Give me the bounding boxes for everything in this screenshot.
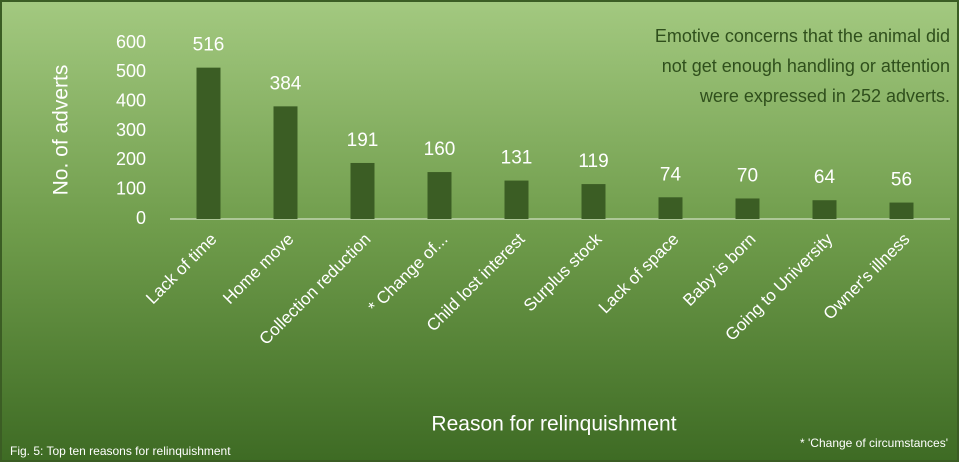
value-label: 160 xyxy=(424,139,456,160)
value-label: 64 xyxy=(814,167,836,188)
annotation: not get enough handling or attention xyxy=(662,56,950,76)
bar xyxy=(889,202,914,219)
bar xyxy=(658,197,683,219)
y-tick-label: 300 xyxy=(116,120,146,140)
bar xyxy=(735,198,760,219)
y-tick-label: 600 xyxy=(116,32,146,52)
bar xyxy=(350,162,375,219)
y-axis-label: No. of adverts xyxy=(50,65,73,196)
value-label: 74 xyxy=(660,164,682,185)
y-tick-label: 500 xyxy=(116,61,146,81)
bar xyxy=(273,106,298,219)
bar xyxy=(196,67,221,219)
bar xyxy=(504,180,529,219)
y-tick-label: 200 xyxy=(116,149,146,169)
y-tick-label: 0 xyxy=(136,208,146,228)
value-label: 119 xyxy=(578,151,608,172)
caption: Fig. 5: Top ten reasons for relinquishme… xyxy=(10,444,231,458)
value-label: 516 xyxy=(193,35,225,56)
value-label: 384 xyxy=(270,73,302,94)
y-tick-label: 100 xyxy=(116,178,146,198)
footnote: * 'Change of circumstances' xyxy=(800,436,948,450)
value-label: 56 xyxy=(891,170,912,191)
bar xyxy=(812,200,837,219)
annotation: Emotive concerns that the animal did xyxy=(655,26,950,46)
annotation: were expressed in 252 adverts. xyxy=(699,86,950,106)
bar xyxy=(581,184,606,219)
value-label: 70 xyxy=(737,165,758,186)
y-tick-label: 400 xyxy=(116,90,146,110)
bar xyxy=(427,172,452,219)
value-label: 191 xyxy=(347,130,379,151)
x-axis-label: Reason for relinquishment xyxy=(431,413,676,436)
value-label: 131 xyxy=(501,148,533,169)
